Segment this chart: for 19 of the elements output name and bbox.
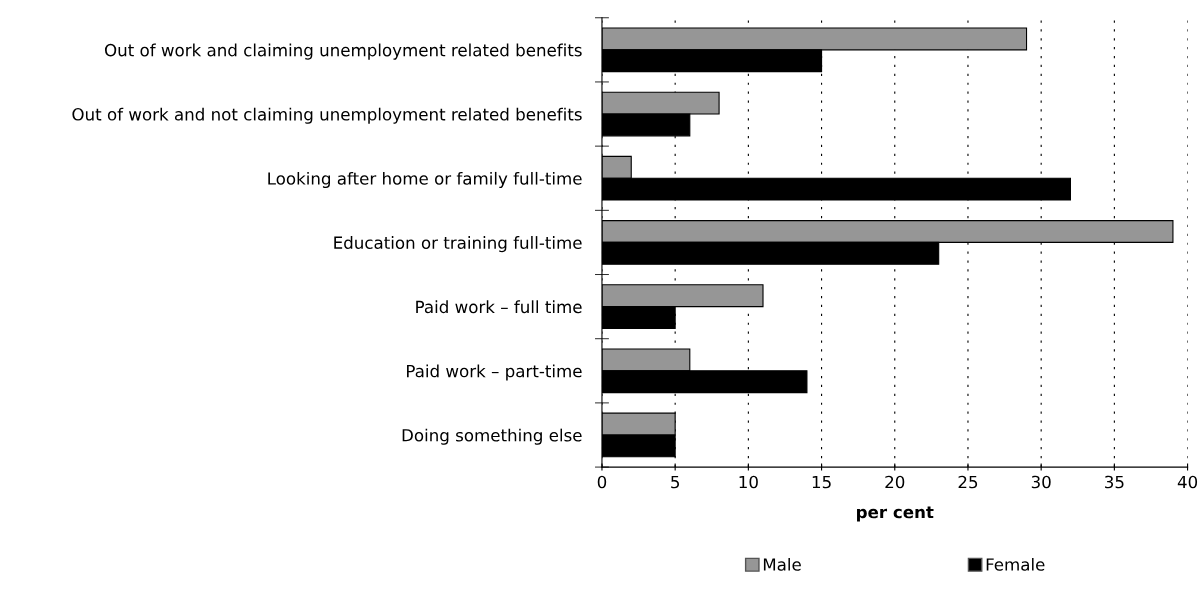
y-tick-label: Paid work – part-time bbox=[407, 364, 582, 381]
legend-label: Male bbox=[763, 557, 801, 571]
y-tick-label: Education or training full-time bbox=[334, 236, 582, 253]
x-tick-label: 35 bbox=[1105, 475, 1124, 489]
x-tick-label: 20 bbox=[885, 475, 905, 489]
x-tick-label: 10 bbox=[739, 475, 758, 489]
y-tick-label: Looking after home or family full-time bbox=[268, 171, 582, 189]
y-tick-label: Doing something else bbox=[402, 428, 582, 445]
x-tick-label: 15 bbox=[812, 475, 831, 489]
x-axis-title: per cent bbox=[857, 506, 934, 522]
x-tick-label: 5 bbox=[671, 475, 680, 489]
x-tick-label: 0 bbox=[597, 475, 607, 489]
y-tick-label: Out of work and claiming unemployment related benefits bbox=[104, 43, 582, 60]
y-tick-label: Out of work and not claiming unemployment related benefits bbox=[72, 107, 582, 124]
x-tick-label: 40 bbox=[1177, 475, 1198, 489]
y-tick-label: Paid work – full time bbox=[416, 300, 582, 314]
x-tick-label: 25 bbox=[958, 475, 978, 489]
legend-label: Female bbox=[986, 557, 1045, 571]
x-tick-label: 30 bbox=[1031, 475, 1051, 489]
